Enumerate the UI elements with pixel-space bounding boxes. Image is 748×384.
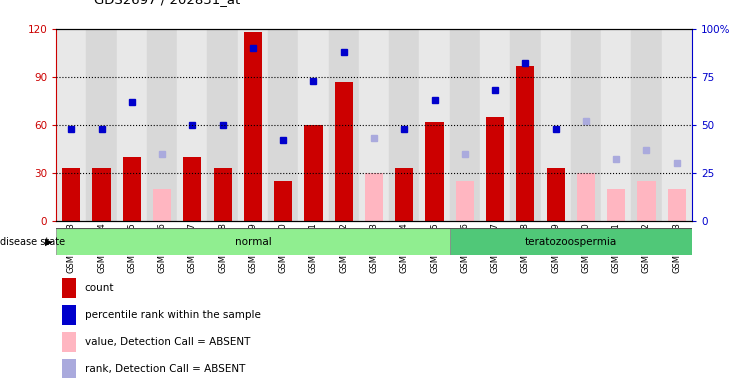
Bar	[238, 29, 268, 221]
Bar	[516, 66, 535, 221]
Bar	[328, 29, 359, 221]
Bar	[268, 29, 298, 221]
Bar	[365, 173, 383, 221]
Bar	[304, 125, 322, 221]
Bar	[631, 29, 662, 221]
Bar	[213, 168, 232, 221]
Text: value, Detection Call = ABSENT: value, Detection Call = ABSENT	[85, 337, 250, 347]
Bar	[359, 29, 389, 221]
Bar	[56, 228, 450, 255]
Text: count: count	[85, 283, 114, 293]
Text: rank, Detection Call = ABSENT: rank, Detection Call = ABSENT	[85, 364, 245, 374]
Bar	[86, 29, 117, 221]
Bar	[62, 278, 76, 298]
Bar	[62, 332, 76, 352]
Bar	[450, 228, 692, 255]
Bar	[450, 29, 480, 221]
Bar	[456, 181, 474, 221]
Text: GDS2697 / 202831_at: GDS2697 / 202831_at	[94, 0, 240, 6]
Bar	[62, 359, 76, 379]
Bar	[541, 29, 571, 221]
Bar	[577, 173, 595, 221]
Bar	[334, 81, 353, 221]
Bar	[395, 168, 414, 221]
Bar	[298, 29, 328, 221]
Bar	[207, 29, 238, 221]
Bar	[117, 29, 147, 221]
Text: percentile rank within the sample: percentile rank within the sample	[85, 310, 260, 320]
Bar	[389, 29, 420, 221]
Bar	[547, 168, 565, 221]
Bar	[123, 157, 141, 221]
Text: teratozoospermia: teratozoospermia	[524, 237, 617, 247]
Bar	[607, 189, 625, 221]
Bar	[62, 305, 76, 325]
Bar	[274, 181, 292, 221]
Bar	[244, 32, 262, 221]
Bar	[601, 29, 631, 221]
Bar	[177, 29, 207, 221]
Text: ▶: ▶	[45, 237, 52, 247]
Text: normal: normal	[235, 237, 272, 247]
Bar	[147, 29, 177, 221]
Bar	[662, 29, 692, 221]
Bar	[183, 157, 201, 221]
Bar	[93, 168, 111, 221]
Bar	[510, 29, 541, 221]
Bar	[571, 29, 601, 221]
Bar	[420, 29, 450, 221]
Bar	[637, 181, 655, 221]
Bar	[486, 117, 504, 221]
Text: disease state: disease state	[0, 237, 65, 247]
Bar	[153, 189, 171, 221]
Bar	[56, 29, 86, 221]
Bar	[426, 122, 444, 221]
Bar	[480, 29, 510, 221]
Bar	[62, 168, 80, 221]
Bar	[668, 189, 686, 221]
